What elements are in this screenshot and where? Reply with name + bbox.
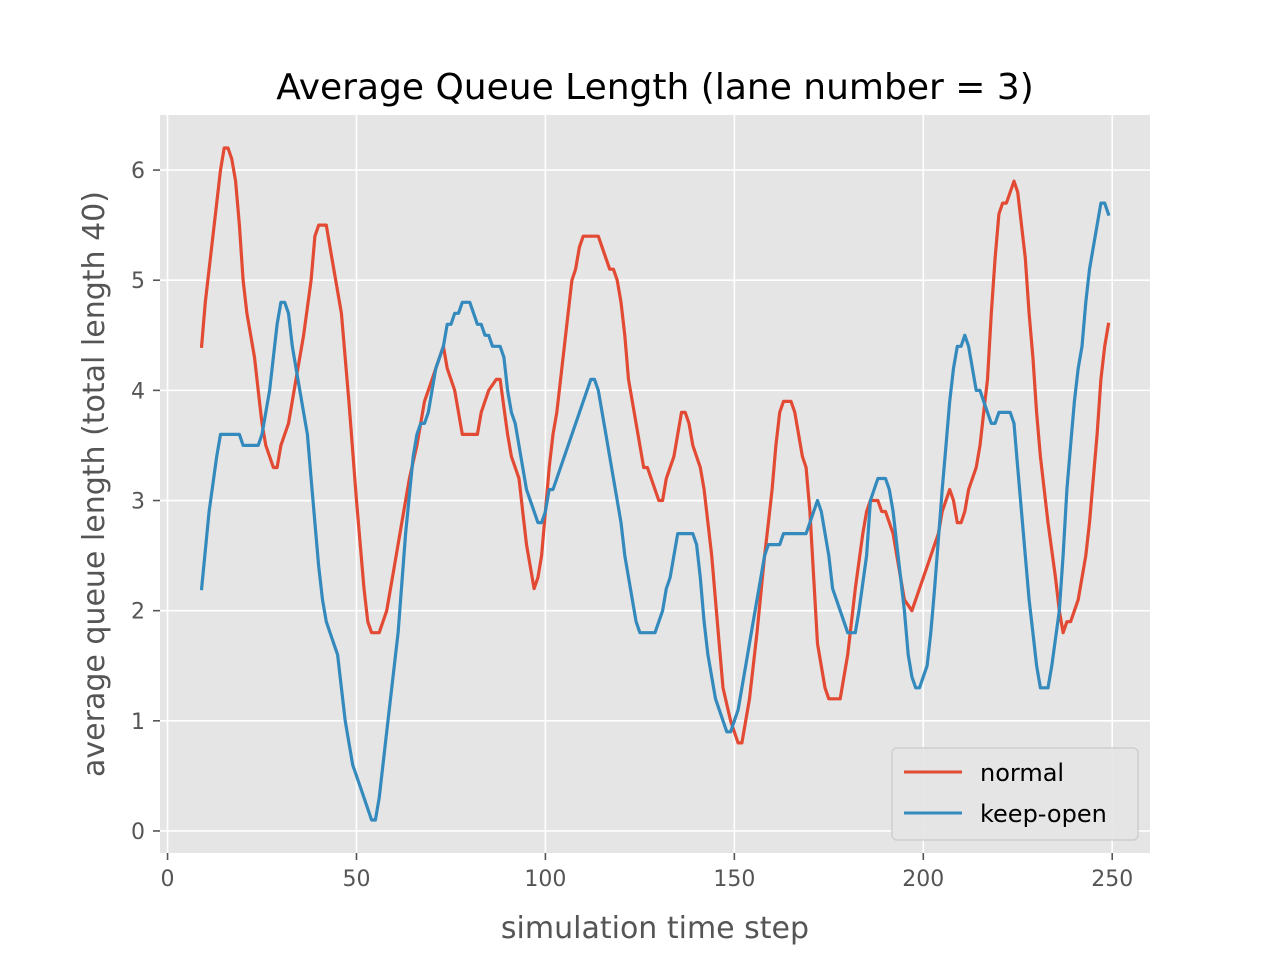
y-tick-label: 6 xyxy=(131,159,145,184)
x-tick-label: 200 xyxy=(902,867,944,892)
y-tick-label: 3 xyxy=(131,490,145,515)
series-line-normal xyxy=(199,146,1111,745)
legend-label-normal: normal xyxy=(980,759,1064,787)
x-tick-label: 100 xyxy=(524,867,566,892)
y-axis-ticks: 0 1 2 3 4 5 6 xyxy=(131,159,160,845)
y-tick-label: 4 xyxy=(131,379,145,404)
y-axis-label: average queue length (total length 40) xyxy=(77,191,112,777)
x-tick-label: 0 xyxy=(161,867,175,892)
legend: normal keep-open xyxy=(891,747,1139,841)
y-tick-label: 5 xyxy=(131,269,145,294)
chart-title: Average Queue Length (lane number = 3) xyxy=(276,67,1034,108)
y-tick-label: 2 xyxy=(131,600,145,625)
grid-lines xyxy=(160,115,1150,853)
series-layer xyxy=(199,146,1111,822)
y-tick-label: 1 xyxy=(131,710,145,735)
legend-label-keep-open: keep-open xyxy=(980,800,1107,828)
x-axis-ticks: 0 50 100 150 200 250 xyxy=(161,853,1133,892)
x-axis-label: simulation time step xyxy=(501,911,809,946)
series-line-keep-open xyxy=(199,201,1111,822)
plot-area-background xyxy=(160,115,1150,853)
y-tick-label: 0 xyxy=(131,820,145,845)
x-tick-label: 250 xyxy=(1091,867,1133,892)
x-tick-label: 50 xyxy=(342,867,370,892)
x-tick-label: 150 xyxy=(713,867,755,892)
